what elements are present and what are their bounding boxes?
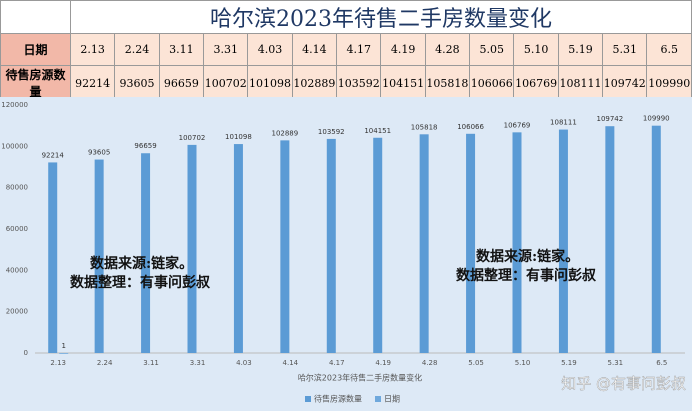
value-cell: 105818	[424, 65, 471, 101]
data-label: 100702	[179, 134, 206, 142]
legend-swatch	[375, 396, 381, 402]
date-cell: 4.14	[291, 33, 338, 66]
bar	[373, 137, 383, 353]
y-tick-label: 0	[24, 349, 28, 357]
bar	[558, 129, 568, 353]
bar	[651, 125, 661, 353]
value-cell: 108111	[557, 65, 604, 101]
chart-background	[0, 97, 692, 411]
value-cell: 109742	[602, 65, 648, 101]
data-label: 106066	[457, 123, 484, 131]
x-tick-label: 4.17	[329, 359, 345, 367]
y-tick-label: 60000	[6, 225, 28, 233]
data-label: 109990	[643, 115, 670, 123]
date-cell: 3.31	[203, 33, 249, 66]
data-label: 93605	[88, 149, 110, 157]
y-tick-label: 80000	[6, 184, 28, 192]
bar	[326, 138, 336, 353]
date-cell: 5.31	[602, 33, 648, 66]
bar	[94, 159, 104, 353]
data-label: 101098	[225, 133, 252, 141]
x-tick-label: 5.05	[468, 359, 484, 367]
data-label: 109742	[596, 115, 623, 123]
value-cell: 106769	[513, 65, 559, 101]
data-label: 1	[61, 342, 65, 350]
data-table: 哈尔滨2023年待售二手房数量变化 日期 2.13 2.24 3.11 3.31 4.03…	[0, 0, 692, 101]
value-cell: 109990	[646, 65, 692, 101]
date-cell: 4.28	[424, 33, 471, 66]
date-cell: 2.24	[114, 33, 160, 66]
data-label: 106769	[504, 121, 531, 129]
legend-swatch	[305, 396, 311, 402]
bar	[187, 144, 197, 353]
data-label: 103592	[318, 128, 345, 136]
watermark: 知乎 @有事问彭叔	[561, 375, 686, 393]
date-cell: 5.05	[469, 33, 515, 66]
x-tick-label: 2.13	[50, 359, 66, 367]
row-header: 日期	[0, 33, 71, 66]
data-label: 105818	[411, 123, 438, 131]
value-cell: 102889	[291, 65, 338, 101]
corner-cell	[0, 0, 71, 34]
bar	[605, 126, 615, 354]
date-cell: 3.11	[158, 33, 205, 66]
y-tick-label: 40000	[6, 266, 28, 274]
date-cell: 5.10	[513, 33, 559, 66]
bar	[59, 352, 69, 354]
data-label: 108111	[550, 119, 577, 127]
x-tick-label: 3.11	[143, 359, 159, 367]
bar	[48, 162, 58, 353]
annotation: 数据整理：有事问彭叔	[456, 267, 597, 284]
date-cell: 4.03	[247, 33, 293, 66]
value-cell: 104151	[380, 65, 426, 101]
y-tick-label: 120000	[1, 101, 28, 109]
bar	[233, 144, 243, 353]
x-tick-label: 3.31	[190, 359, 206, 367]
y-tick-label: 20000	[6, 308, 28, 316]
data-label: 102889	[271, 129, 298, 137]
annotation: 数据来源:链家。	[90, 255, 193, 272]
x-tick-label: 2.24	[97, 359, 113, 367]
value-cell: 103592	[336, 65, 382, 101]
x-tick-label: 5.31	[608, 359, 624, 367]
data-label: 104151	[364, 127, 391, 135]
date-cell: 4.17	[336, 33, 382, 66]
bar	[466, 133, 476, 353]
y-tick-label: 100000	[1, 142, 28, 150]
data-label: 96659	[134, 142, 156, 150]
x-tick-label: 4.19	[375, 359, 391, 367]
date-cell: 4.19	[380, 33, 426, 66]
bar	[280, 140, 290, 353]
value-cell: 96659	[158, 65, 205, 101]
annotation: 数据整理：有事问彭叔	[70, 274, 211, 291]
value-cell: 92214	[69, 65, 116, 101]
value-cell: 93605	[114, 65, 160, 101]
legend-label: 待售房源数量	[314, 394, 362, 404]
date-cell: 5.19	[557, 33, 604, 66]
value-cell: 106066	[469, 65, 515, 101]
value-cell: 101098	[247, 65, 293, 101]
x-tick-label: 4.28	[422, 359, 438, 367]
row-header: 待售房源数量	[0, 65, 71, 101]
chart: 哈尔滨2023年待售二手房数量变化 0 20000 40000 60000 80000 1…	[0, 97, 692, 411]
x-tick-label: 4.03	[236, 359, 252, 367]
x-tick-label: 4.14	[283, 359, 299, 367]
legend-label: 日期	[384, 395, 400, 404]
table-title: 哈尔滨2023年待售二手房数量变化	[70, 0, 692, 34]
x-tick-label: 5.19	[561, 359, 577, 367]
bar	[141, 153, 151, 353]
x-axis-label: 哈尔滨2023年待售二手房数量变化	[298, 373, 422, 383]
annotation: 数据来源:链家。	[476, 248, 579, 265]
date-cell: 6.5	[646, 33, 692, 66]
bar	[512, 132, 522, 353]
date-cell: 2.13	[69, 33, 116, 66]
data-label: 92214	[42, 151, 65, 159]
x-tick-label: 5.10	[515, 359, 531, 367]
x-tick-label: 6.5	[656, 359, 667, 367]
bar	[419, 134, 429, 353]
value-cell: 100702	[203, 65, 249, 101]
